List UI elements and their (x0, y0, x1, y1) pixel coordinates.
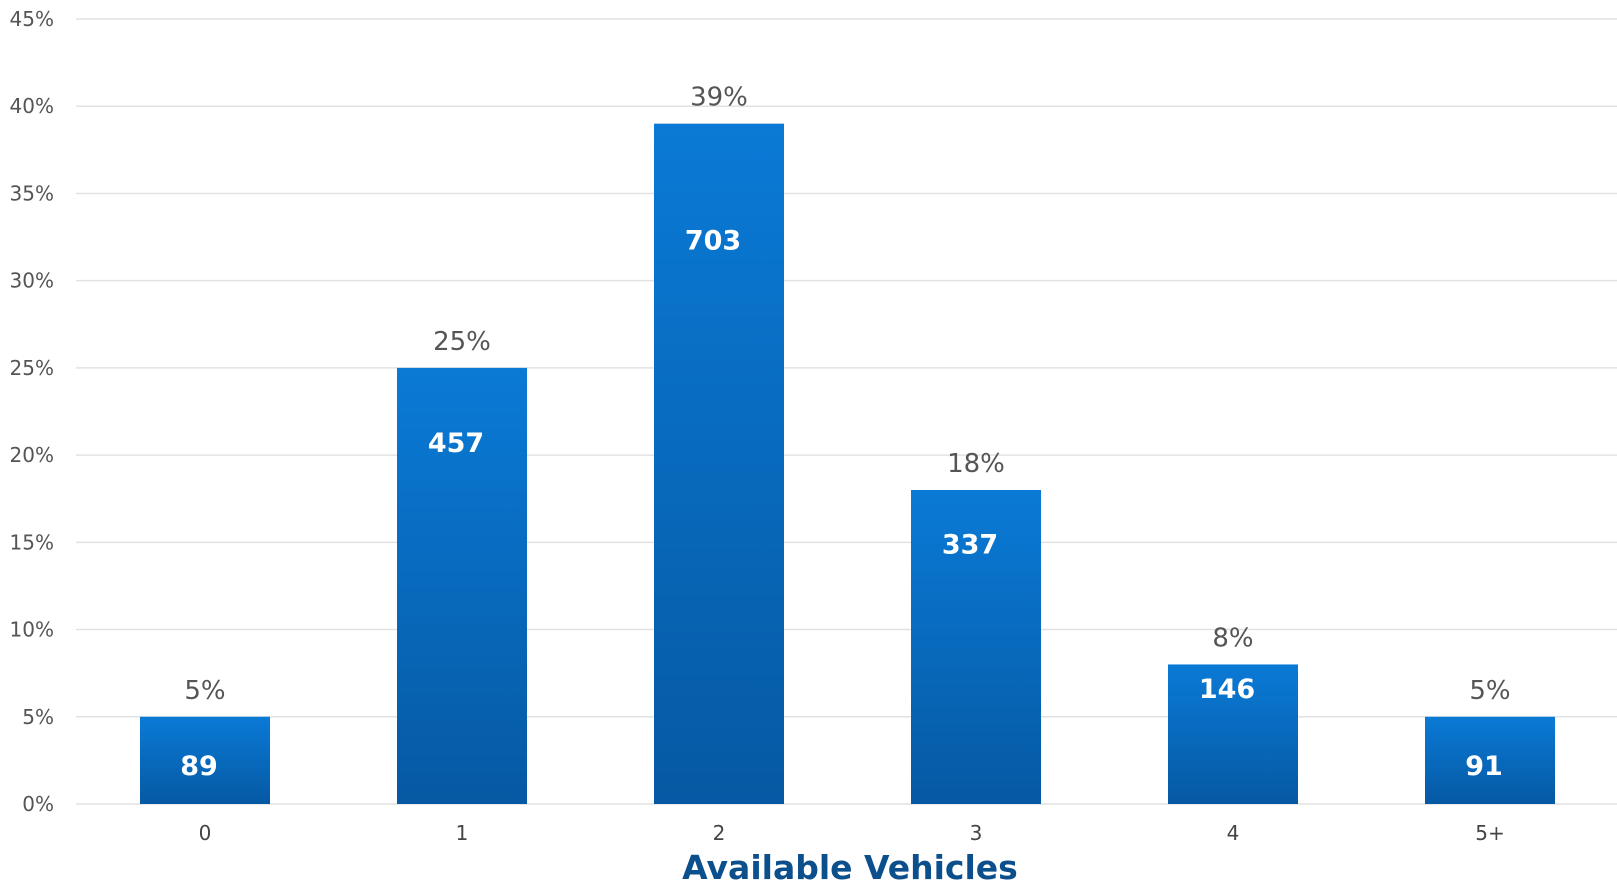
y-tick-label: 10% (10, 618, 54, 642)
x-axis-title: Available Vehicles (682, 848, 1018, 887)
x-tick-label: 0 (199, 821, 212, 845)
data-labels: 5% 89 25% 457 39% 703 18% 337 8% 146 5% 91 (180, 83, 1510, 782)
y-tick-label: 35% (10, 181, 54, 205)
bar (911, 490, 1041, 804)
bar (397, 367, 527, 804)
bars (140, 123, 1555, 804)
y-tick-label: 40% (10, 94, 54, 118)
y-tick-label: 25% (10, 356, 54, 380)
count-label: 89 (180, 751, 218, 782)
bar (1168, 664, 1298, 804)
y-tick-label: 45% (10, 7, 54, 31)
y-tick-label: 0% (22, 792, 54, 816)
y-tick-label: 20% (10, 443, 54, 467)
count-label: 337 (942, 529, 998, 560)
count-label: 91 (1465, 751, 1503, 782)
bar (1425, 716, 1555, 804)
percent-label: 39% (690, 83, 748, 113)
count-label: 703 (685, 225, 741, 256)
percent-label: 5% (184, 676, 225, 706)
x-tick-label: 4 (1227, 821, 1240, 845)
bar (140, 716, 270, 804)
y-axis-ticks: 0% 5% 10% 15% 20% 25% 30% 35% 40% 45% (10, 7, 54, 816)
percent-label: 25% (433, 327, 491, 357)
percent-label: 8% (1212, 623, 1253, 653)
count-label: 457 (428, 428, 484, 459)
y-tick-label: 15% (10, 530, 54, 554)
y-tick-label: 30% (10, 269, 54, 293)
x-tick-label: 1 (456, 821, 469, 845)
percent-label: 18% (947, 449, 1005, 479)
gridlines (76, 18, 1617, 805)
y-tick-label: 5% (22, 705, 54, 729)
x-tick-label: 5+ (1475, 821, 1504, 845)
x-tick-label: 2 (713, 821, 726, 845)
x-axis-ticks: 0 1 2 3 4 5+ (199, 821, 1505, 845)
x-tick-label: 3 (970, 821, 983, 845)
count-label: 146 (1199, 674, 1255, 705)
percent-label: 5% (1469, 676, 1510, 706)
bar (654, 123, 784, 804)
